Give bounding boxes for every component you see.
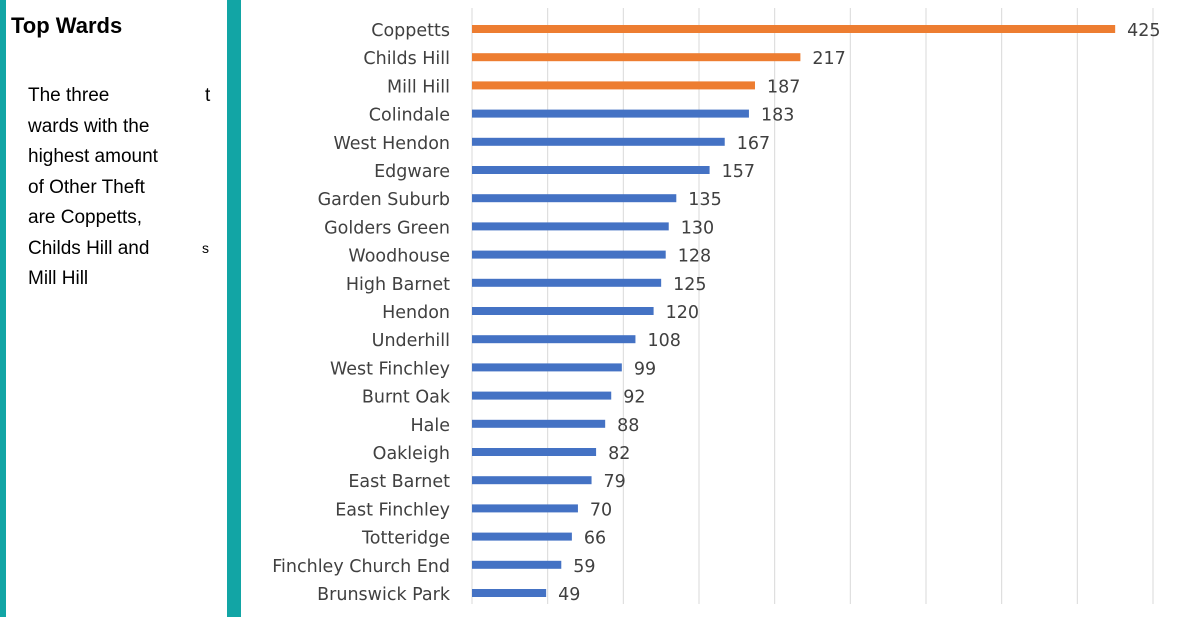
data-label: 130 [681, 218, 714, 238]
data-label: 183 [761, 106, 794, 126]
gridlines [471, 8, 1154, 604]
bar [472, 222, 669, 231]
bar [472, 589, 547, 597]
category-label: Edgware [374, 162, 450, 182]
left-accent-stripe [0, 0, 6, 617]
data-label: 88 [617, 416, 639, 436]
data-label: 167 [737, 134, 770, 154]
category-label: Colindale [369, 106, 450, 126]
panel-title: Top Wards [11, 13, 123, 38]
data-label: 135 [688, 190, 721, 210]
data-label: 66 [584, 529, 606, 549]
category-label: Hale [410, 416, 450, 436]
category-label: Burnt Oak [362, 388, 451, 408]
data-label: 70 [590, 500, 612, 520]
category-labels: Coppetts Childs Hill Mill Hill Colindale Wes… [272, 21, 451, 605]
category-label: Underhill [372, 331, 450, 351]
stray-text-fragment: t [205, 85, 211, 106]
category-label: Coppetts [371, 21, 450, 41]
category-label: Golders Green [324, 218, 450, 238]
category-label: Mill Hill [387, 77, 450, 97]
data-label: 82 [608, 444, 630, 464]
bar [472, 476, 592, 485]
bar [472, 53, 801, 62]
bar [472, 419, 606, 428]
category-label: Hendon [382, 303, 450, 323]
bar [472, 166, 710, 174]
category-label: East Barnet [348, 472, 450, 492]
summary-line: highest amount [28, 146, 158, 167]
data-label: 49 [558, 585, 580, 605]
bar [472, 448, 597, 456]
category-label: Woodhouse [348, 247, 450, 267]
bar [472, 25, 1116, 33]
summary-line: Mill Hill [28, 268, 89, 289]
bar [472, 335, 636, 344]
category-label: Oakleigh [373, 444, 450, 464]
summary-line: Childs Hill and [28, 237, 150, 259]
bar [472, 278, 662, 287]
bar [472, 81, 755, 90]
bar [472, 307, 654, 315]
summary-line: are Coppetts, [28, 207, 143, 228]
panel-divider [227, 0, 241, 617]
summary-line: The three [28, 85, 110, 106]
data-label: 217 [812, 49, 845, 69]
summary-line: of Other Theft [28, 176, 145, 198]
category-label: East Finchley [335, 500, 450, 520]
bar [472, 137, 725, 146]
panel-summary-text: The three wards with the highest amount … [28, 81, 188, 295]
ward-bar-chart: Coppetts Childs Hill Mill Hill Colindale Wes… [272, 8, 1161, 605]
data-label: 92 [623, 388, 645, 408]
data-label: 99 [634, 359, 656, 379]
bar [472, 194, 677, 203]
bar [472, 109, 749, 118]
category-label: West Hendon [333, 134, 450, 154]
bar [472, 250, 666, 259]
category-label: West Finchley [330, 359, 450, 379]
bar [472, 504, 578, 513]
bar [472, 391, 612, 400]
summary-line: wards with the [28, 115, 150, 137]
data-label: 128 [678, 247, 711, 267]
data-label: 79 [604, 472, 626, 492]
category-label: Childs Hill [363, 49, 450, 69]
category-label: High Barnet [346, 275, 450, 295]
data-label: 187 [767, 77, 800, 97]
data-label: 125 [673, 275, 706, 295]
category-label: Finchley Church End [272, 557, 450, 577]
category-label: Totteridge [361, 529, 450, 549]
category-label: Garden Suburb [318, 190, 450, 210]
data-label: 59 [573, 557, 595, 577]
data-label: 425 [1127, 21, 1160, 41]
category-label: Brunswick Park [317, 585, 451, 605]
bar [472, 363, 622, 372]
data-label: 120 [666, 303, 699, 323]
bars [472, 25, 1116, 597]
stray-text-fragment: s [202, 240, 209, 256]
bar [472, 560, 562, 569]
bar [472, 532, 572, 541]
data-label: 108 [647, 331, 680, 351]
data-label: 157 [722, 162, 755, 182]
